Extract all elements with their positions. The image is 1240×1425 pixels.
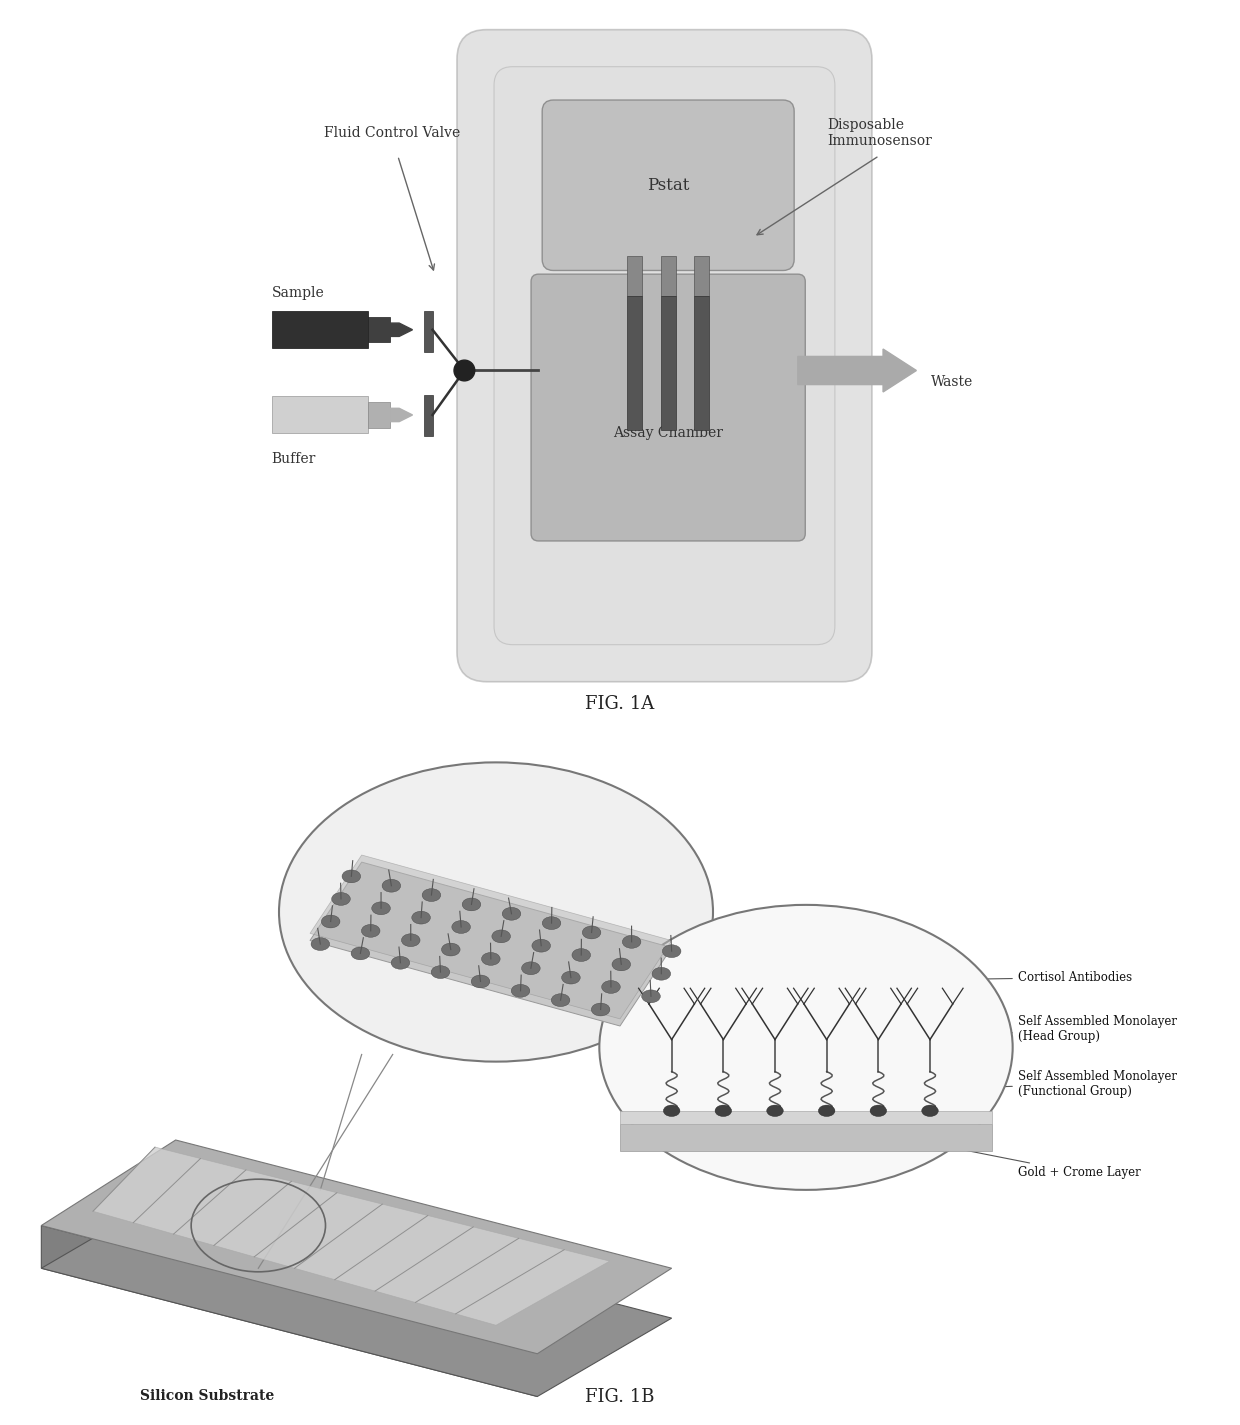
Text: FIG. 1B: FIG. 1B <box>585 1388 655 1405</box>
Circle shape <box>532 939 551 952</box>
Circle shape <box>522 962 541 975</box>
Text: Disposable
Immunosensor: Disposable Immunosensor <box>827 118 932 148</box>
Text: FIG. 1A: FIG. 1A <box>585 695 655 712</box>
Circle shape <box>372 902 391 915</box>
Text: Assay Chamber: Assay Chamber <box>613 426 723 440</box>
Bar <box>424 311 433 352</box>
Circle shape <box>583 926 601 939</box>
Circle shape <box>492 931 511 943</box>
Circle shape <box>321 915 340 928</box>
Circle shape <box>451 921 470 933</box>
Text: Fluid Control Valve: Fluid Control Valve <box>324 127 460 141</box>
Circle shape <box>622 935 641 948</box>
Circle shape <box>572 949 590 962</box>
Bar <box>620 1112 992 1123</box>
Circle shape <box>766 1106 784 1117</box>
Text: Buffer: Buffer <box>272 452 316 466</box>
Bar <box>368 318 391 342</box>
Bar <box>272 396 368 433</box>
Circle shape <box>454 361 475 380</box>
Bar <box>368 402 391 428</box>
Bar <box>272 311 368 348</box>
Circle shape <box>441 943 460 956</box>
Text: Self Assembled Monolayer
(Head Group): Self Assembled Monolayer (Head Group) <box>870 1015 1177 1043</box>
Bar <box>694 255 709 296</box>
Circle shape <box>921 1106 939 1117</box>
Circle shape <box>463 898 481 911</box>
Circle shape <box>351 948 370 960</box>
Bar <box>627 296 642 430</box>
Circle shape <box>562 972 580 985</box>
Text: Cortisol Antibodies: Cortisol Antibodies <box>851 970 1132 985</box>
Circle shape <box>342 869 361 884</box>
Circle shape <box>422 889 440 902</box>
Text: Sample: Sample <box>272 285 325 299</box>
Circle shape <box>382 879 401 892</box>
Circle shape <box>412 911 430 923</box>
Circle shape <box>471 975 490 988</box>
Circle shape <box>511 985 529 998</box>
Bar <box>694 296 709 430</box>
Circle shape <box>715 1106 732 1117</box>
Circle shape <box>870 1106 887 1117</box>
Circle shape <box>391 956 409 969</box>
Circle shape <box>402 933 420 946</box>
Circle shape <box>663 1106 680 1117</box>
Circle shape <box>613 958 631 970</box>
Circle shape <box>652 968 671 980</box>
Bar <box>424 395 433 436</box>
Text: Self Assembled Monolayer
(Functional Group): Self Assembled Monolayer (Functional Gro… <box>870 1070 1177 1097</box>
Circle shape <box>481 952 500 965</box>
Polygon shape <box>310 855 672 1019</box>
Circle shape <box>662 945 681 958</box>
Bar <box>620 1123 992 1151</box>
Circle shape <box>502 908 521 921</box>
Polygon shape <box>41 1190 672 1396</box>
Circle shape <box>642 990 660 1003</box>
Bar <box>627 255 642 296</box>
Circle shape <box>542 916 560 929</box>
FancyArrow shape <box>797 349 916 392</box>
FancyBboxPatch shape <box>542 100 794 271</box>
Circle shape <box>279 762 713 1062</box>
Circle shape <box>361 925 379 938</box>
Circle shape <box>818 1106 835 1117</box>
Text: Waste: Waste <box>931 375 973 389</box>
Polygon shape <box>93 1147 610 1325</box>
Polygon shape <box>310 862 672 1026</box>
Text: Pstat: Pstat <box>647 177 689 194</box>
FancyArrow shape <box>391 409 413 422</box>
Bar <box>661 255 676 296</box>
Circle shape <box>601 980 620 993</box>
FancyArrow shape <box>391 323 413 336</box>
Circle shape <box>332 892 351 905</box>
FancyBboxPatch shape <box>494 67 835 644</box>
FancyBboxPatch shape <box>458 30 872 681</box>
Polygon shape <box>41 1226 537 1396</box>
Text: Silicon Substrate: Silicon Substrate <box>140 1389 274 1404</box>
Circle shape <box>311 938 330 950</box>
Circle shape <box>432 966 450 979</box>
Bar <box>661 296 676 430</box>
Text: Gold + Crome Layer: Gold + Crome Layer <box>901 1137 1141 1180</box>
FancyBboxPatch shape <box>531 274 805 542</box>
Circle shape <box>552 993 570 1006</box>
Polygon shape <box>41 1140 672 1354</box>
Circle shape <box>599 905 1013 1190</box>
Circle shape <box>591 1003 610 1016</box>
